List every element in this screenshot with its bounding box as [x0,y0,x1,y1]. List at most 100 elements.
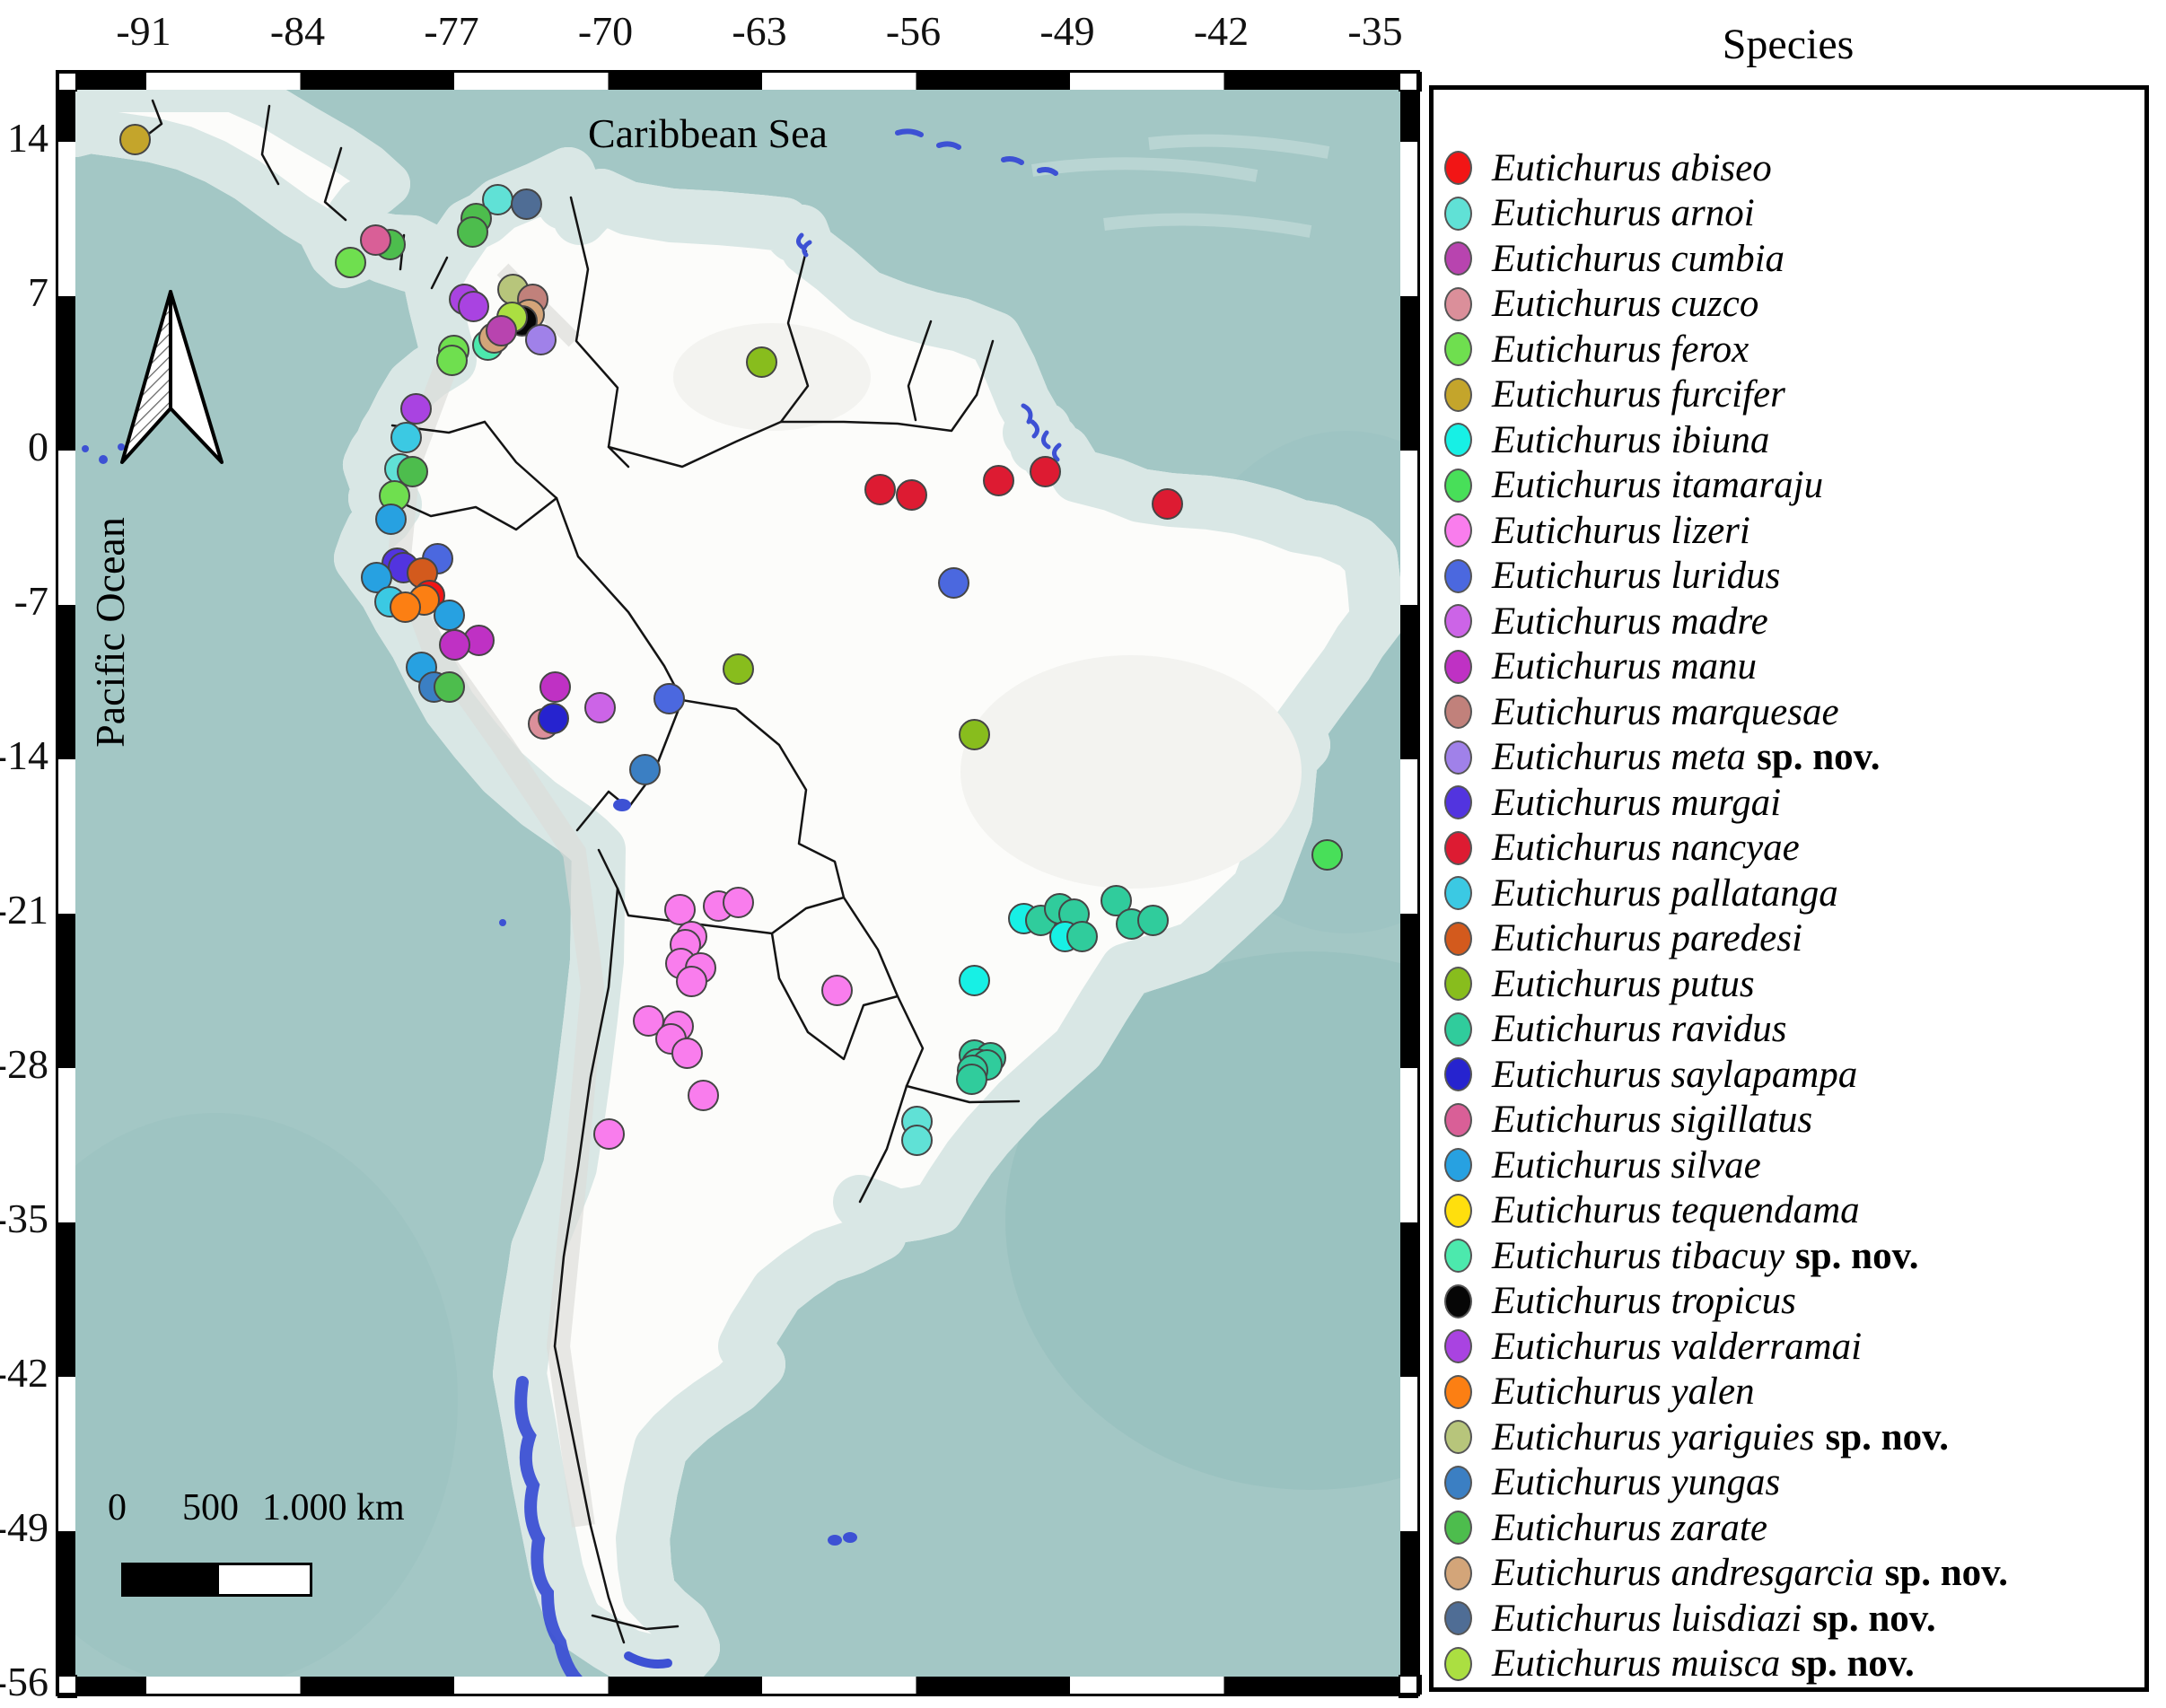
legend-item-lizeri[interactable]: Eutichurus lizeri [1444,508,2135,553]
occurrence-dot-luridus[interactable] [653,682,685,714]
legend-marker-icon [1444,241,1472,276]
occurrence-dot-lizeri[interactable] [687,1079,719,1111]
legend-species-name: Eutichurus saylapampa [1492,1053,1858,1096]
north-arrow [120,290,224,464]
legend-species-name: Eutichurus ravidus [1492,1008,1787,1050]
legend-item-cumbia[interactable]: Eutichurus cumbia [1444,236,2135,281]
occurrence-dot-manu[interactable] [539,670,571,703]
occurrence-dot-nancyae[interactable] [895,478,927,511]
legend-item-andresgarcia[interactable]: Eutichurus andresgarcia sp. nov. [1444,1551,2135,1596]
scalebar [121,1563,312,1597]
occurrence-dot-silvae[interactable] [374,503,407,535]
legend-item-muisca[interactable]: Eutichurus muisca sp. nov. [1444,1642,2135,1686]
legend-species-name: Eutichurus cuzco [1492,283,1759,325]
occurrence-dot-ravidus[interactable] [1100,884,1132,916]
occurrence-dot-ravidus[interactable] [1065,920,1098,952]
legend-item-itamaraju[interactable]: Eutichurus itamaraju [1444,463,2135,508]
occurrence-dot-ferox[interactable] [435,344,468,376]
map-canvas[interactable] [75,90,1400,1677]
legend-species-name: Eutichurus ferox [1492,328,1749,371]
legend-item-tropicus[interactable]: Eutichurus tropicus [1444,1279,2135,1324]
y-tick-label: 0 [28,424,48,469]
occurrence-dot-lizeri[interactable] [675,965,707,997]
legend-item-luridus[interactable]: Eutichurus luridus [1444,554,2135,599]
legend-item-cuzco[interactable]: Eutichurus cuzco [1444,282,2135,327]
occurrence-dot-zarate[interactable] [433,670,465,703]
legend-item-arnoi[interactable]: Eutichurus arnoi [1444,191,2135,236]
legend-item-sigillatus[interactable]: Eutichurus sigillatus [1444,1098,2135,1143]
occurrence-dot-lizeri[interactable] [820,974,853,1006]
occurrence-dot-ibiuna[interactable] [958,964,990,996]
legend-item-abiseo[interactable]: Eutichurus abiseo [1444,145,2135,190]
occurrence-dot-arnoi[interactable] [900,1124,933,1156]
occurrence-dot-nancyae[interactable] [982,464,1014,496]
occurrence-dot-lizeri[interactable] [722,886,754,918]
legend-marker-icon [1444,1148,1472,1182]
occurrence-dot-nancyae[interactable] [1029,455,1061,487]
occurrence-dot-luisdiazi[interactable] [510,188,542,220]
occurrence-dot-itamaraju[interactable] [1311,838,1343,871]
occurrence-dot-putus[interactable] [958,718,990,750]
legend-item-manu[interactable]: Eutichurus manu [1444,644,2135,689]
legend-item-yungas[interactable]: Eutichurus yungas [1444,1460,2135,1505]
legend-item-tequendama[interactable]: Eutichurus tequendama [1444,1188,2135,1233]
legend-marker-icon [1444,468,1472,503]
legend-item-nancyae[interactable]: Eutichurus nancyae [1444,826,2135,871]
legend-item-ibiuna[interactable]: Eutichurus ibiuna [1444,417,2135,462]
occurrence-dot-putus[interactable] [745,346,777,378]
occurrence-dot-yungas[interactable] [628,753,661,785]
legend-item-paredesi[interactable]: Eutichurus paredesi [1444,916,2135,961]
legend-species-name: Eutichurus yalen [1492,1371,1755,1413]
legend-item-valderramai[interactable]: Eutichurus valderramai [1444,1324,2135,1369]
legend-item-putus[interactable]: Eutichurus putus [1444,961,2135,1006]
occurrence-dot-sigillatus[interactable] [359,223,391,256]
legend-item-zarate[interactable]: Eutichurus zarate [1444,1505,2135,1550]
occurrence-dot-furcifer[interactable] [118,123,151,155]
legend-item-tibacuy[interactable]: Eutichurus tibacuy sp. nov. [1444,1233,2135,1278]
occurrence-dot-zarate[interactable] [456,215,488,248]
legend-item-furcifer[interactable]: Eutichurus furcifer [1444,372,2135,417]
legend-marker-icon [1444,1193,1472,1228]
occurrence-dot-zarate[interactable] [396,455,428,487]
legend-marker-icon [1444,286,1472,321]
occurrence-dot-meta[interactable] [524,323,557,355]
legend-item-ferox[interactable]: Eutichurus ferox [1444,327,2135,372]
legend-marker-icon [1444,1511,1472,1545]
occurrence-dot-ravidus[interactable] [1136,904,1169,936]
occurrence-dot-nancyae[interactable] [1151,487,1183,520]
occurrence-dot-silvae[interactable] [433,599,465,631]
occurrence-dot-saylapampa[interactable] [537,702,569,734]
occurrence-dot-nancyae[interactable] [864,473,896,505]
legend-species-name: Eutichurus zarate [1492,1506,1767,1549]
y-tick-label: -7 [13,578,48,624]
occurrence-dot-luridus[interactable] [937,566,969,599]
occurrence-dot-manu[interactable] [438,628,470,661]
legend-item-luisdiazi[interactable]: Eutichurus luisdiazi sp. nov. [1444,1596,2135,1641]
occurrence-dot-lizeri[interactable] [592,1117,625,1150]
occurrence-dot-lizeri[interactable] [663,893,696,925]
frame-top [57,72,1422,92]
occurrence-dot-valderramai[interactable] [399,392,432,425]
legend-item-silvae[interactable]: Eutichurus silvae [1444,1143,2135,1187]
occurrence-dot-cumbia[interactable] [485,314,517,346]
occurrence-dot-putus[interactable] [722,653,754,685]
occurrence-dot-madre[interactable] [583,691,616,723]
occurrence-dot-valderramai[interactable] [457,290,489,322]
legend-item-murgai[interactable]: Eutichurus murgai [1444,780,2135,825]
occurrence-dot-ferox[interactable] [334,246,366,278]
legend-species-name: Eutichurus sigillatus [1492,1099,1813,1141]
legend-item-meta[interactable]: Eutichurus meta sp. nov. [1444,735,2135,780]
legend-item-ravidus[interactable]: Eutichurus ravidus [1444,1007,2135,1052]
legend-item-yalen[interactable]: Eutichurus yalen [1444,1370,2135,1415]
legend-item-marquesae[interactable]: Eutichurus marquesae [1444,689,2135,734]
occurrence-dot-yalen[interactable] [389,591,421,623]
occurrence-dot-pallatanga[interactable] [390,421,422,453]
legend-item-pallatanga[interactable]: Eutichurus pallatanga [1444,871,2135,915]
legend-item-saylapampa[interactable]: Eutichurus saylapampa [1444,1052,2135,1097]
legend-item-madre[interactable]: Eutichurus madre [1444,599,2135,644]
x-tick-label: -49 [1039,8,1095,54]
legend-species-name: Eutichurus tropicus [1492,1280,1796,1322]
legend-item-yariguies[interactable]: Eutichurus yariguies sp. nov. [1444,1415,2135,1459]
occurrence-dot-lizeri[interactable] [671,1037,703,1069]
occurrence-dot-ravidus[interactable] [955,1063,987,1095]
